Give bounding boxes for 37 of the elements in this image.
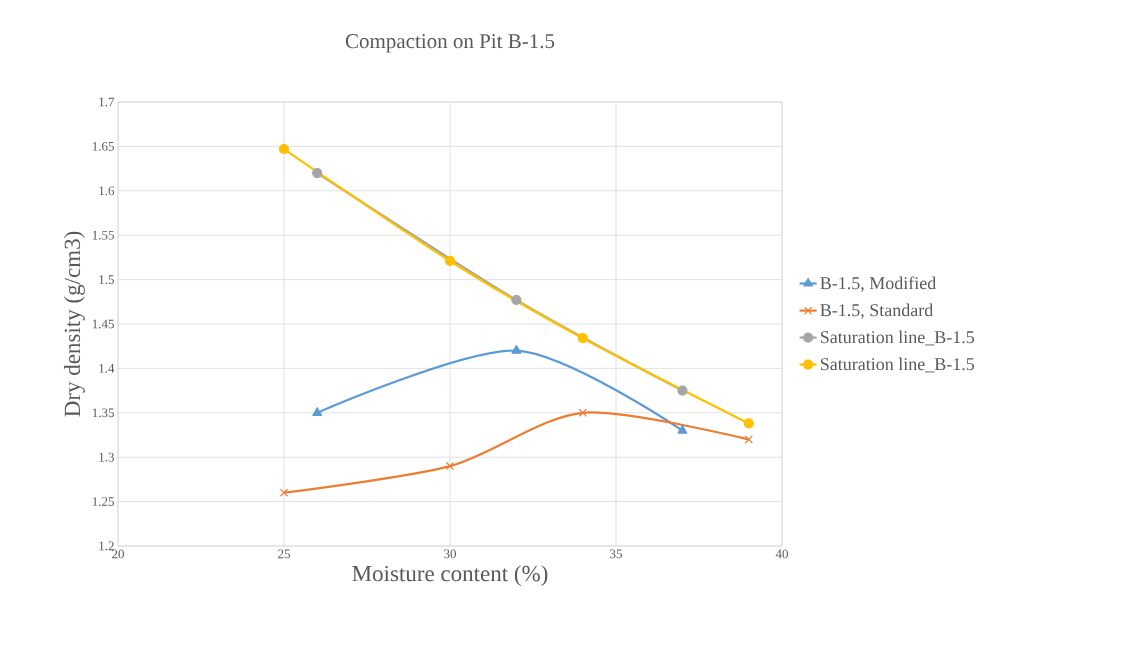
- point: [279, 488, 289, 497]
- chart-title: Compaction on Pit B-1.5: [345, 34, 555, 53]
- y-tick-label: 1.4: [99, 364, 115, 373]
- x-tick-label: 20: [112, 549, 125, 559]
- point: [578, 408, 587, 417]
- point: [312, 167, 323, 179]
- point: [511, 294, 522, 306]
- y-tick-label: 1.6: [99, 186, 115, 196]
- y-tick-label: 1.2: [99, 541, 114, 551]
- point: [278, 143, 290, 155]
- point: [677, 385, 688, 396]
- y-tick-label: 1.5: [99, 275, 114, 284]
- point: [677, 424, 688, 434]
- y-tick-label: 1.35: [92, 408, 114, 418]
- x-tick-label: 30: [444, 549, 457, 559]
- point: [743, 418, 754, 429]
- y-axis-title: Dry density (g/cm3): [63, 231, 85, 417]
- legend-label: Saturation line_B-1.5: [820, 357, 975, 373]
- point: [312, 407, 323, 416]
- legend-label: B-1.5, Modified: [820, 276, 937, 292]
- x-tick-label: 35: [610, 549, 622, 559]
- legend-label: B-1.5, Standard: [820, 303, 934, 319]
- y-tick-label: 1.45: [92, 319, 114, 329]
- legend-label: Saturation line_B-1.5: [820, 330, 975, 346]
- y-tick-label: 1.7: [99, 97, 115, 107]
- point: [577, 333, 588, 344]
- point: [444, 255, 456, 267]
- y-tick-label: 1.55: [92, 230, 114, 240]
- x-axis-title: Moisture content (%): [352, 565, 548, 587]
- y-tick-label: 1.3: [99, 452, 114, 462]
- point: [445, 461, 455, 471]
- y-tick-label: 1.65: [92, 142, 114, 151]
- point: [744, 435, 753, 444]
- x-tick-label: 25: [278, 549, 290, 559]
- x-tick-label: 40: [775, 549, 789, 559]
- point: [511, 345, 522, 354]
- y-tick-label: 1.25: [92, 497, 114, 506]
